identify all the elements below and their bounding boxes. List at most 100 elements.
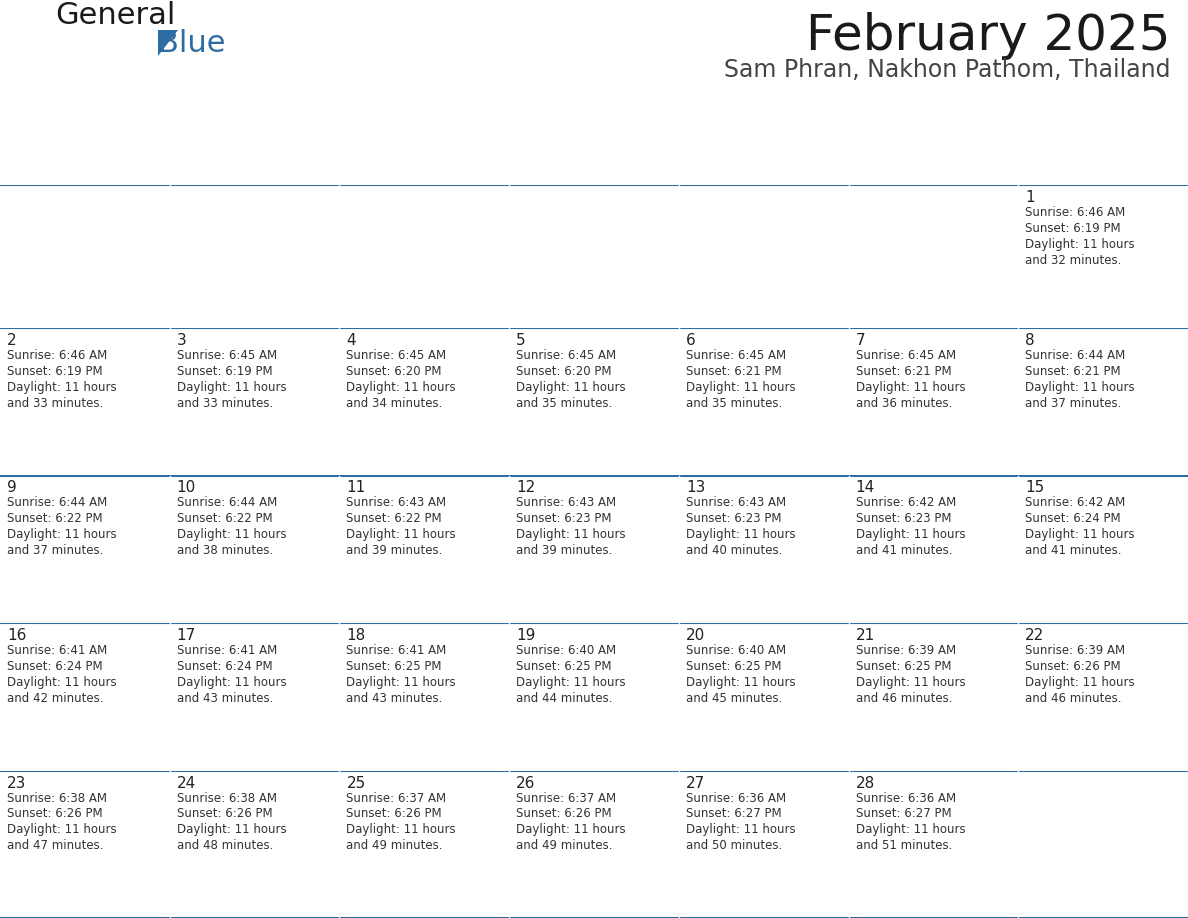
Text: Thursday: Thursday (687, 161, 771, 179)
Text: 1: 1 (1025, 190, 1035, 205)
Text: Daylight: 11 hours: Daylight: 11 hours (516, 381, 626, 394)
Text: and 41 minutes.: and 41 minutes. (1025, 544, 1121, 557)
Text: Sunrise: 6:37 AM: Sunrise: 6:37 AM (347, 791, 447, 804)
Text: 27: 27 (685, 776, 706, 790)
Text: Sunset: 6:21 PM: Sunset: 6:21 PM (685, 365, 782, 378)
Text: Daylight: 11 hours: Daylight: 11 hours (516, 676, 626, 688)
Text: Sunset: 6:22 PM: Sunset: 6:22 PM (177, 512, 272, 525)
Text: Daylight: 11 hours: Daylight: 11 hours (685, 823, 796, 836)
Text: Sunset: 6:26 PM: Sunset: 6:26 PM (7, 808, 102, 821)
Text: Friday: Friday (857, 161, 911, 179)
Text: Sunset: 6:25 PM: Sunset: 6:25 PM (855, 660, 952, 673)
Text: Sunrise: 6:44 AM: Sunrise: 6:44 AM (7, 497, 107, 509)
Text: Sunrise: 6:36 AM: Sunrise: 6:36 AM (855, 791, 955, 804)
Text: Sunrise: 6:40 AM: Sunrise: 6:40 AM (685, 644, 786, 657)
Text: Daylight: 11 hours: Daylight: 11 hours (1025, 676, 1135, 688)
Text: Sam Phran, Nakhon Pathom, Thailand: Sam Phran, Nakhon Pathom, Thailand (723, 58, 1170, 82)
Text: Daylight: 11 hours: Daylight: 11 hours (177, 823, 286, 836)
Text: and 47 minutes.: and 47 minutes. (7, 839, 103, 852)
Text: 7: 7 (855, 333, 865, 348)
Text: 25: 25 (347, 776, 366, 790)
Text: Sunrise: 6:41 AM: Sunrise: 6:41 AM (347, 644, 447, 657)
Text: Sunset: 6:21 PM: Sunset: 6:21 PM (1025, 365, 1121, 378)
Text: and 34 minutes.: and 34 minutes. (347, 397, 443, 409)
Text: Saturday: Saturday (1026, 161, 1107, 179)
Text: Sunrise: 6:38 AM: Sunrise: 6:38 AM (177, 791, 277, 804)
Text: and 35 minutes.: and 35 minutes. (516, 397, 612, 409)
Text: 17: 17 (177, 628, 196, 643)
Text: Sunset: 6:26 PM: Sunset: 6:26 PM (516, 808, 612, 821)
Text: and 32 minutes.: and 32 minutes. (1025, 253, 1121, 267)
Text: and 40 minutes.: and 40 minutes. (685, 544, 782, 557)
Text: Daylight: 11 hours: Daylight: 11 hours (7, 823, 116, 836)
Text: Sunrise: 6:43 AM: Sunrise: 6:43 AM (685, 497, 786, 509)
Text: Sunrise: 6:45 AM: Sunrise: 6:45 AM (685, 349, 786, 362)
Text: Sunrise: 6:45 AM: Sunrise: 6:45 AM (177, 349, 277, 362)
Text: Daylight: 11 hours: Daylight: 11 hours (516, 823, 626, 836)
Text: and 36 minutes.: and 36 minutes. (855, 397, 952, 409)
Text: Sunrise: 6:46 AM: Sunrise: 6:46 AM (1025, 206, 1125, 219)
Text: Daylight: 11 hours: Daylight: 11 hours (347, 823, 456, 836)
Text: 4: 4 (347, 333, 356, 348)
Text: Daylight: 11 hours: Daylight: 11 hours (177, 381, 286, 394)
Text: Daylight: 11 hours: Daylight: 11 hours (1025, 238, 1135, 251)
Text: Sunset: 6:25 PM: Sunset: 6:25 PM (516, 660, 612, 673)
Text: Sunrise: 6:40 AM: Sunrise: 6:40 AM (516, 644, 617, 657)
Text: and 41 minutes.: and 41 minutes. (855, 544, 952, 557)
Text: Sunset: 6:26 PM: Sunset: 6:26 PM (1025, 660, 1121, 673)
Text: and 45 minutes.: and 45 minutes. (685, 692, 782, 705)
Text: and 33 minutes.: and 33 minutes. (177, 397, 273, 409)
Text: Sunset: 6:23 PM: Sunset: 6:23 PM (685, 512, 782, 525)
Text: and 46 minutes.: and 46 minutes. (1025, 692, 1121, 705)
Text: Sunset: 6:22 PM: Sunset: 6:22 PM (7, 512, 102, 525)
Text: Daylight: 11 hours: Daylight: 11 hours (7, 381, 116, 394)
Text: Sunrise: 6:43 AM: Sunrise: 6:43 AM (347, 497, 447, 509)
Text: Sunrise: 6:38 AM: Sunrise: 6:38 AM (7, 791, 107, 804)
Text: Sunset: 6:24 PM: Sunset: 6:24 PM (1025, 512, 1121, 525)
Text: General: General (55, 1, 176, 30)
Text: Sunset: 6:23 PM: Sunset: 6:23 PM (855, 512, 952, 525)
Text: 24: 24 (177, 776, 196, 790)
Text: Sunrise: 6:45 AM: Sunrise: 6:45 AM (516, 349, 617, 362)
Text: Sunset: 6:24 PM: Sunset: 6:24 PM (7, 660, 102, 673)
Text: and 49 minutes.: and 49 minutes. (347, 839, 443, 852)
Text: 18: 18 (347, 628, 366, 643)
Text: 8: 8 (1025, 333, 1035, 348)
Text: Sunrise: 6:42 AM: Sunrise: 6:42 AM (1025, 497, 1125, 509)
Text: Daylight: 11 hours: Daylight: 11 hours (516, 529, 626, 542)
Text: and 43 minutes.: and 43 minutes. (177, 692, 273, 705)
Polygon shape (158, 30, 178, 56)
Text: Sunset: 6:20 PM: Sunset: 6:20 PM (347, 365, 442, 378)
Text: Daylight: 11 hours: Daylight: 11 hours (177, 676, 286, 688)
Text: Sunrise: 6:39 AM: Sunrise: 6:39 AM (1025, 644, 1125, 657)
Text: and 43 minutes.: and 43 minutes. (347, 692, 443, 705)
Text: and 48 minutes.: and 48 minutes. (177, 839, 273, 852)
Text: Sunrise: 6:36 AM: Sunrise: 6:36 AM (685, 791, 786, 804)
Text: Daylight: 11 hours: Daylight: 11 hours (685, 529, 796, 542)
Text: Sunset: 6:22 PM: Sunset: 6:22 PM (347, 512, 442, 525)
Text: 26: 26 (516, 776, 536, 790)
Text: Sunday: Sunday (8, 161, 75, 179)
Text: 23: 23 (7, 776, 26, 790)
Text: and 50 minutes.: and 50 minutes. (685, 839, 782, 852)
Text: 15: 15 (1025, 480, 1044, 496)
Text: Sunset: 6:26 PM: Sunset: 6:26 PM (177, 808, 272, 821)
Text: and 44 minutes.: and 44 minutes. (516, 692, 613, 705)
Text: and 39 minutes.: and 39 minutes. (347, 544, 443, 557)
Text: Sunrise: 6:45 AM: Sunrise: 6:45 AM (347, 349, 447, 362)
Text: Sunset: 6:25 PM: Sunset: 6:25 PM (347, 660, 442, 673)
Text: Sunset: 6:21 PM: Sunset: 6:21 PM (855, 365, 952, 378)
Text: 6: 6 (685, 333, 696, 348)
Text: 9: 9 (7, 480, 17, 496)
Text: Daylight: 11 hours: Daylight: 11 hours (347, 381, 456, 394)
Text: 28: 28 (855, 776, 874, 790)
Text: Sunset: 6:27 PM: Sunset: 6:27 PM (855, 808, 952, 821)
Text: and 39 minutes.: and 39 minutes. (516, 544, 613, 557)
Text: and 46 minutes.: and 46 minutes. (855, 692, 952, 705)
Text: Tuesday: Tuesday (347, 161, 421, 179)
Text: Daylight: 11 hours: Daylight: 11 hours (685, 381, 796, 394)
Text: Daylight: 11 hours: Daylight: 11 hours (7, 676, 116, 688)
Text: Sunset: 6:19 PM: Sunset: 6:19 PM (7, 365, 102, 378)
Text: Daylight: 11 hours: Daylight: 11 hours (855, 529, 965, 542)
Text: February 2025: February 2025 (805, 12, 1170, 60)
